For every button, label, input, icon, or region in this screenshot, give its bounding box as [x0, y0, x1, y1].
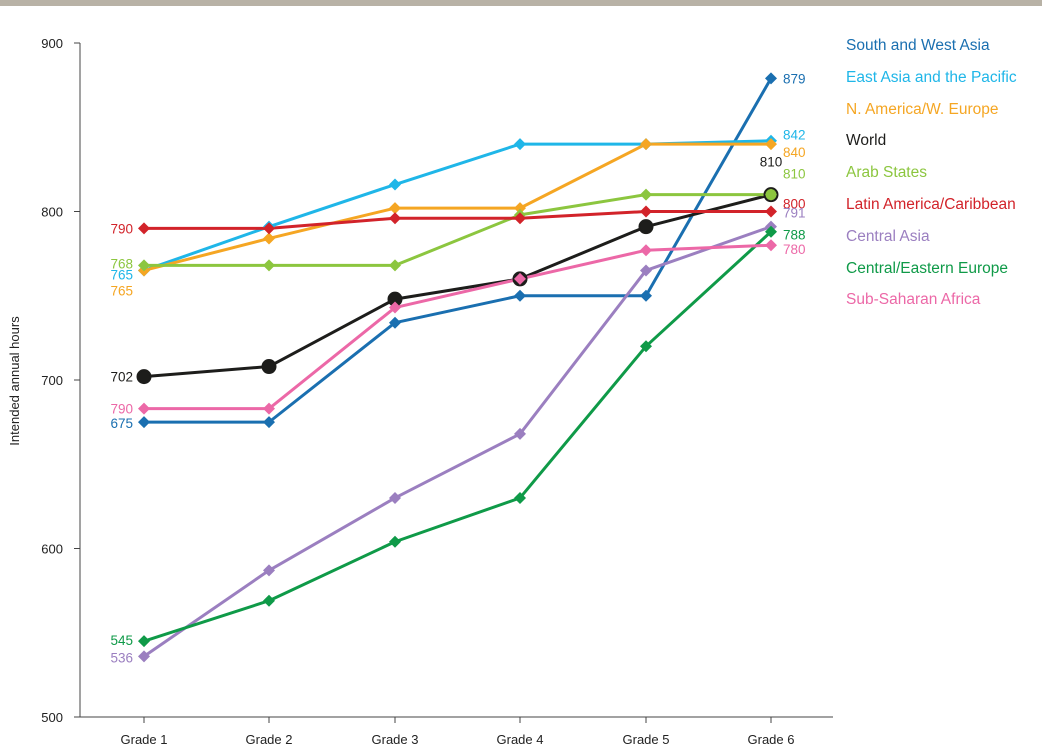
series-line-arab-states	[142, 193, 773, 267]
marker-latin-america-caribbean-6	[765, 205, 777, 218]
marker-central-asia-2	[263, 564, 275, 577]
marker-east-asia-and-the-pacific-4	[514, 138, 526, 151]
end-label-east-asia-and-the-pacific: 842	[783, 128, 806, 143]
legend-item-world: World	[846, 132, 887, 150]
end-label-latin-america-caribbean: 800	[783, 197, 806, 212]
legend-item-n-america-w-europe: N. America/W. Europe	[846, 100, 999, 118]
marker-latin-america-caribbean-2	[263, 222, 275, 235]
marker-south-and-west-asia-4	[514, 289, 526, 302]
chart-data-labels: 675 879 765 842 765 840 702 810 768 810 790 800 536 7…	[110, 71, 805, 665]
x-tick-label-grade-1: Grade 1	[121, 732, 168, 747]
y-tick-label-500: 500	[41, 710, 63, 725]
marker-world-5	[638, 219, 654, 235]
marker-sub-saharan-africa-2	[263, 402, 275, 415]
legend-item-central-eastern-europe: Central/Eastern Europe	[846, 259, 1008, 277]
x-tick-label-grade-6: Grade 6	[748, 732, 795, 747]
start-label-central-asia: 536	[110, 650, 133, 665]
marker-central-eastern-europe-5	[640, 340, 652, 353]
marker-n-america-w-europe-4	[514, 202, 526, 215]
chart-ticks: 500 600 700 800 900 Grade 1 Grade 2 Grade 3 Grad…	[41, 36, 794, 747]
marker-latin-america-caribbean-3	[389, 212, 401, 225]
x-tick-label-grade-5: Grade 5	[623, 732, 670, 747]
legend-item-latin-america-caribbean: Latin America/Caribbean	[846, 195, 1016, 213]
end-label-central-asia: 791	[783, 206, 806, 221]
marker-south-and-west-asia-3	[389, 316, 401, 329]
marker-south-and-west-asia-5	[640, 289, 652, 302]
chart-markers	[136, 72, 779, 663]
marker-central-eastern-europe-1	[138, 635, 150, 648]
start-label-arab-states: 768	[110, 256, 133, 271]
series-line-central-asia	[142, 225, 773, 658]
start-label-south-and-west-asia: 675	[110, 416, 133, 431]
start-label-n-america-w-europe: 765	[110, 283, 133, 298]
marker-central-asia-1	[138, 650, 150, 663]
marker-arab-states-1	[138, 259, 150, 272]
series-line-south-and-west-asia	[142, 76, 773, 424]
start-label-east-asia-and-the-pacific: 765	[110, 267, 133, 282]
legend-item-south-west-asia: South and West Asia	[846, 37, 990, 54]
end-label-world: 810	[760, 155, 783, 170]
marker-latin-america-caribbean-5	[640, 205, 652, 218]
marker-central-asia-4	[514, 427, 526, 440]
marker-central-eastern-europe-6	[765, 225, 777, 238]
marker-central-eastern-europe-3	[389, 535, 401, 548]
series-line-east-asia-and-the-pacific	[142, 139, 773, 272]
end-label-central-eastern-europe: 788	[783, 228, 806, 243]
marker-central-eastern-europe-2	[263, 594, 275, 607]
marker-world-1	[136, 369, 152, 385]
series-line-latin-america-caribbean	[142, 210, 773, 230]
legend-item-east-asia-pacific: East Asia and the Pacific	[846, 68, 1017, 86]
marker-n-america-w-europe-2	[263, 232, 275, 245]
chart-legend: South and West Asia East Asia and the Pa…	[846, 34, 1042, 320]
marker-central-asia-3	[389, 491, 401, 504]
marker-n-america-w-europe-6	[765, 138, 777, 151]
marker-latin-america-caribbean-4	[514, 212, 526, 225]
marker-sub-saharan-africa-1	[138, 402, 150, 415]
marker-south-and-west-asia-1	[138, 416, 150, 429]
marker-arab-states-3	[389, 259, 401, 272]
x-tick-label-grade-2: Grade 2	[246, 732, 293, 747]
marker-sub-saharan-africa-4	[514, 272, 526, 285]
marker-sub-saharan-africa-6	[765, 239, 777, 252]
end-label-n-america-w-europe: 840	[783, 145, 806, 160]
marker-south-and-west-asia-2	[263, 416, 275, 429]
series-line-sub-saharan-africa	[142, 243, 773, 411]
y-tick-label-700: 700	[41, 373, 63, 388]
legend-item-sub-saharan-africa: Sub-Saharan Africa	[846, 291, 981, 309]
marker-n-america-w-europe-3	[389, 202, 401, 215]
marker-south-and-west-asia-6	[765, 72, 777, 85]
series-line-central-eastern-europe	[142, 230, 773, 643]
marker-arab-states-6	[765, 188, 777, 201]
series-line-n-america-w-europe	[142, 142, 773, 272]
start-label-world: 702	[110, 370, 133, 385]
marker-arab-states-2	[263, 259, 275, 272]
marker-sub-saharan-africa-5	[640, 244, 652, 257]
end-label-sub-saharan-africa: 780	[783, 242, 806, 257]
marker-latin-america-caribbean-1	[138, 222, 150, 235]
y-tick-label-600: 600	[41, 542, 63, 557]
top-rule	[0, 0, 1042, 6]
start-label-latin-america-caribbean: 790	[110, 221, 133, 236]
x-tick-label-grade-3: Grade 3	[372, 732, 419, 747]
marker-arab-states-5	[640, 188, 652, 201]
marker-n-america-w-europe-5	[640, 138, 652, 151]
start-label-sub-saharan-africa: 790	[110, 402, 133, 417]
marker-sub-saharan-africa-3	[389, 301, 401, 314]
end-label-arab-states: 810	[783, 167, 806, 182]
marker-east-asia-and-the-pacific-3	[389, 178, 401, 191]
series-line-world	[142, 193, 773, 379]
chart-lines	[142, 76, 773, 658]
y-axis-title: Intended annual hours	[7, 316, 22, 446]
legend-item-central-asia: Central Asia	[846, 227, 930, 245]
end-label-south-and-west-asia: 879	[783, 71, 806, 86]
y-tick-label-900: 900	[41, 36, 63, 51]
marker-world-2	[261, 359, 277, 375]
x-tick-label-grade-4: Grade 4	[497, 732, 544, 747]
start-label-central-eastern-europe: 545	[110, 633, 133, 648]
legend-item-arab-states: Arab States	[846, 164, 927, 182]
marker-central-asia-5	[640, 264, 652, 277]
marker-central-eastern-europe-4	[514, 491, 526, 504]
y-tick-label-800: 800	[41, 205, 63, 220]
